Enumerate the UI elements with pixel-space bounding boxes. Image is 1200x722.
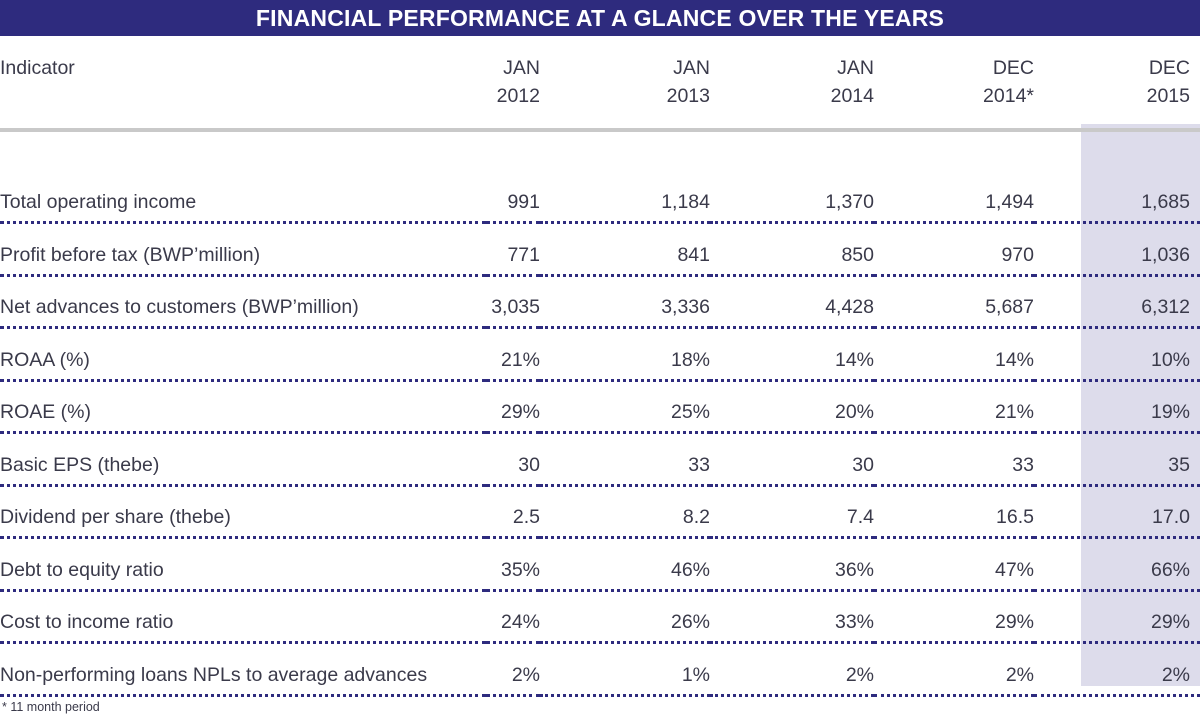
row-label: Basic EPS (thebe)	[0, 432, 486, 487]
row-value-col-3: 2%	[710, 642, 874, 697]
row-value-col-2: 18%	[540, 327, 710, 382]
header-col-1-line1: JAN	[503, 57, 540, 79]
row-value-col-4: 29%	[874, 590, 1034, 644]
header-col-4-line1: DEC	[992, 57, 1034, 79]
table-row: Total operating income 991 1,184 1,370 1,494…	[0, 170, 1200, 224]
row-value-col-4: 47%	[874, 537, 1034, 592]
table-row: Non-performing loans NPLs to average adv…	[0, 642, 1200, 697]
row-value-col-3: 14%	[710, 327, 874, 382]
row-value-col-5: 1,685	[1034, 170, 1200, 224]
row-value-col-1: 35%	[486, 537, 540, 592]
header-col-1-line2: 2012	[496, 85, 540, 107]
header-gap	[0, 130, 1200, 170]
row-value-col-4: 2%	[874, 642, 1034, 697]
header-col-5-line1: DEC	[1148, 57, 1190, 79]
table-row: Net advances to customers (BWP’million) 3…	[0, 275, 1200, 329]
row-value-col-5: 10%	[1034, 327, 1200, 382]
row-value-col-4: 970	[874, 222, 1034, 277]
row-value-col-5: 1,036	[1034, 222, 1200, 277]
row-label: ROAE (%)	[0, 380, 486, 434]
header-indicator: Indicator	[0, 46, 486, 132]
row-value-col-3: 20%	[710, 380, 874, 434]
row-value-col-3: 1,370	[710, 170, 874, 224]
header-col-5-line2: 2015	[1146, 85, 1190, 107]
row-value-col-1: 30	[486, 432, 540, 487]
row-value-col-4: 14%	[874, 327, 1034, 382]
row-value-col-2: 1,184	[540, 170, 710, 224]
row-value-col-5: 19%	[1034, 380, 1200, 434]
table-row: Basic EPS (thebe) 30 33 30 33 35	[0, 432, 1200, 487]
row-value-col-2: 841	[540, 222, 710, 277]
row-value-col-3: 850	[710, 222, 874, 277]
header-col-3-line2: 2014	[830, 85, 874, 107]
row-label: ROAA (%)	[0, 327, 486, 382]
row-value-col-1: 2%	[486, 642, 540, 697]
row-value-col-2: 1%	[540, 642, 710, 697]
financial-table: Indicator JAN 2012 JAN 2013 JAN 2014 DEC…	[0, 46, 1200, 697]
row-value-col-5: 29%	[1034, 590, 1200, 644]
table-row: Profit before tax (BWP’million) 771 841 850…	[0, 222, 1200, 277]
row-value-col-4: 5,687	[874, 275, 1034, 329]
row-value-col-1: 2.5	[486, 485, 540, 539]
row-label: Dividend per share (thebe)	[0, 485, 486, 539]
table-row: ROAE (%) 29% 25% 20% 21% 19%	[0, 380, 1200, 434]
row-value-col-5: 66%	[1034, 537, 1200, 592]
row-label: Non-performing loans NPLs to average adv…	[0, 642, 486, 697]
row-value-col-3: 4,428	[710, 275, 874, 329]
header-col-3-line1: JAN	[837, 57, 874, 79]
footnote: * 11 month period	[2, 700, 100, 714]
row-value-col-2: 33	[540, 432, 710, 487]
row-value-col-2: 8.2	[540, 485, 710, 539]
header-col-1: JAN 2012	[486, 46, 540, 132]
row-label: Total operating income	[0, 170, 486, 224]
table-header-row: Indicator JAN 2012 JAN 2013 JAN 2014 DEC…	[0, 46, 1200, 132]
header-col-4-line2: 2014*	[983, 85, 1034, 107]
row-value-col-1: 3,035	[486, 275, 540, 329]
header-col-2-line2: 2013	[666, 85, 710, 107]
row-value-col-2: 3,336	[540, 275, 710, 329]
row-label: Profit before tax (BWP’million)	[0, 222, 486, 277]
table-row: Debt to equity ratio 35% 46% 36% 47% 66%	[0, 537, 1200, 592]
row-value-col-4: 33	[874, 432, 1034, 487]
table-row: ROAA (%) 21% 18% 14% 14% 10%	[0, 327, 1200, 382]
row-value-col-1: 24%	[486, 590, 540, 644]
row-value-col-4: 1,494	[874, 170, 1034, 224]
table-row: Dividend per share (thebe) 2.5 8.2 7.4 16.5 1…	[0, 485, 1200, 539]
row-label: Debt to equity ratio	[0, 537, 486, 592]
row-value-col-5: 6,312	[1034, 275, 1200, 329]
table-row: Cost to income ratio 24% 26% 33% 29% 29%	[0, 590, 1200, 644]
header-col-2: JAN 2013	[540, 46, 710, 132]
row-value-col-1: 991	[486, 170, 540, 224]
row-value-col-3: 30	[710, 432, 874, 487]
header-col-3: JAN 2014	[710, 46, 874, 132]
row-label: Cost to income ratio	[0, 590, 486, 644]
page-title: FINANCIAL PERFORMANCE AT A GLANCE OVER T…	[0, 0, 1200, 36]
row-value-col-1: 29%	[486, 380, 540, 434]
row-value-col-2: 25%	[540, 380, 710, 434]
row-value-col-5: 17.0	[1034, 485, 1200, 539]
row-value-col-4: 21%	[874, 380, 1034, 434]
header-col-4: DEC 2014*	[874, 46, 1034, 132]
row-value-col-5: 35	[1034, 432, 1200, 487]
row-value-col-5: 2%	[1034, 642, 1200, 697]
header-col-5: DEC 2015	[1034, 46, 1200, 132]
row-label: Net advances to customers (BWP’million)	[0, 275, 486, 329]
row-value-col-4: 16.5	[874, 485, 1034, 539]
header-col-2-line1: JAN	[673, 57, 710, 79]
row-value-col-3: 36%	[710, 537, 874, 592]
row-value-col-1: 771	[486, 222, 540, 277]
row-value-col-3: 7.4	[710, 485, 874, 539]
row-value-col-3: 33%	[710, 590, 874, 644]
table-body: Total operating income 991 1,184 1,370 1,494…	[0, 130, 1200, 697]
row-value-col-2: 26%	[540, 590, 710, 644]
row-value-col-1: 21%	[486, 327, 540, 382]
row-value-col-2: 46%	[540, 537, 710, 592]
